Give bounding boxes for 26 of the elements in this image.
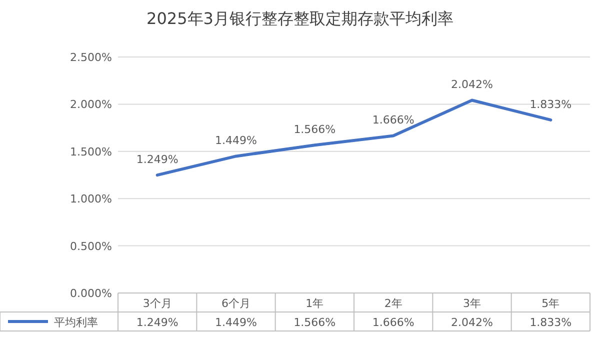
data-label: 1.449%	[215, 316, 257, 329]
data-label: 1.566%	[294, 316, 336, 329]
y-tick-label: 1.000%	[70, 192, 112, 206]
x-tick-label: 1年	[306, 297, 324, 310]
text: 1.566%	[294, 123, 336, 136]
y-tick-label: 0.000%	[70, 287, 112, 300]
text: 1.449%	[215, 134, 257, 148]
data-label: 1.833%	[530, 316, 572, 329]
y-tick-label: 1.500%	[70, 145, 112, 158]
x-tick-label: 5年	[542, 297, 560, 310]
y-tick-label: 2.000%	[70, 98, 112, 112]
text: 1.249%	[136, 153, 178, 166]
data-label: 1.666%	[372, 316, 414, 329]
y-tick-label: 0.500%	[70, 240, 112, 253]
text: 1.833%	[530, 98, 572, 111]
data-label: 1.249%	[136, 316, 178, 329]
x-tick-label: 3个月	[142, 297, 172, 310]
text: 2.042%	[451, 78, 493, 92]
text: 1.666%	[372, 114, 414, 127]
y-tick-label: 2.500%	[70, 51, 112, 64]
x-tick-label: 2年	[384, 297, 402, 310]
x-tick-label: 6个月	[222, 297, 250, 310]
chart-title: 2025年3月银行整存整取定期存款平均利率	[146, 9, 454, 28]
legend-label: 平均利率	[54, 316, 98, 329]
data-label: 2.042%	[451, 316, 493, 329]
x-tick-label: 3年	[463, 297, 481, 310]
